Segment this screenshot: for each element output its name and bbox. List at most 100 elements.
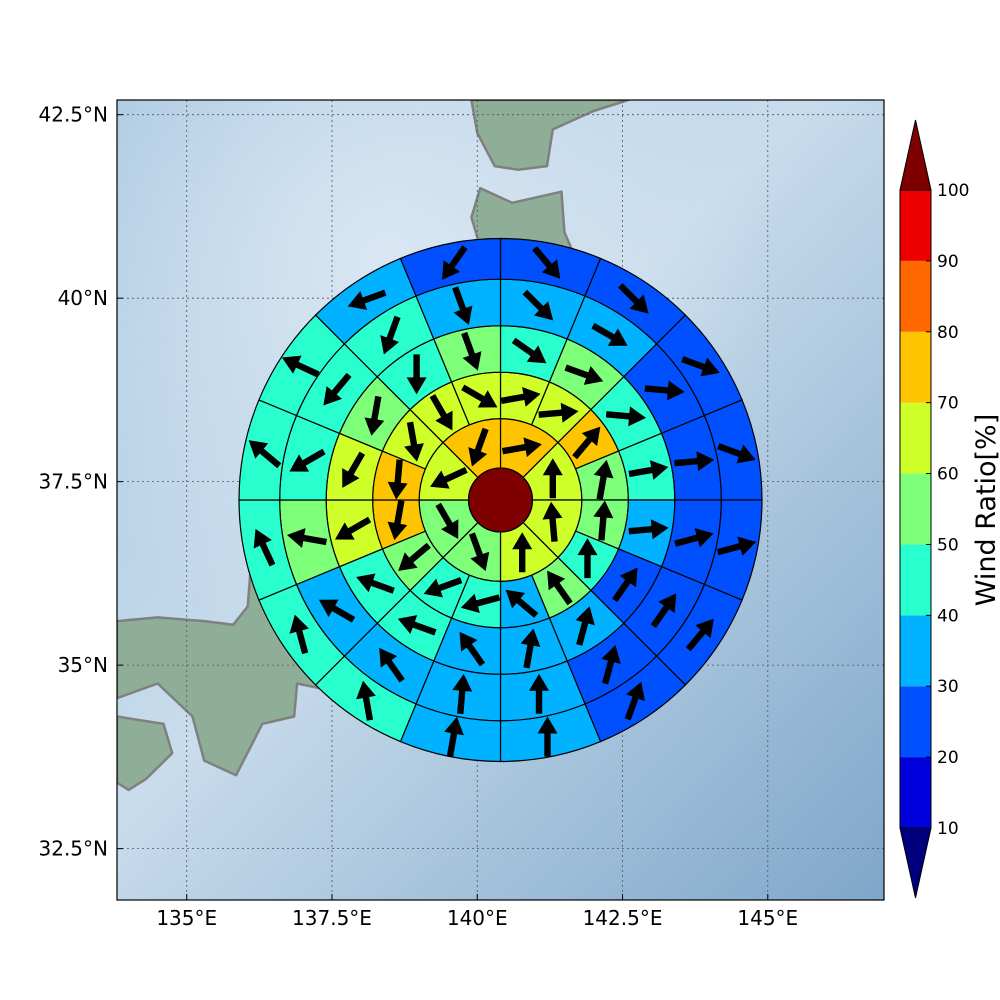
latitude-axis: 32.5°N 35°N 37.5°N 40°N 42.5°N [39, 103, 123, 861]
wind-arrow [281, 355, 320, 378]
wind-arrow [685, 618, 714, 652]
wind-arrow [468, 427, 489, 467]
wind-arrow [542, 458, 563, 499]
wind-arrow [538, 402, 579, 423]
wind-arrow [624, 681, 645, 721]
colorbar-tick-label: 50 [937, 535, 959, 555]
colorbar-tick-label: 20 [937, 748, 959, 768]
y-tick-label: 35°N [58, 653, 108, 677]
wind-arrow [532, 246, 561, 279]
wind-arrow [442, 245, 468, 280]
wind-arrow [716, 536, 757, 556]
wind-arrow [575, 606, 595, 646]
x-tick-label: 142.5°E [583, 906, 663, 930]
colorbar-segment [900, 615, 931, 687]
wind-arrow [505, 589, 539, 618]
wind-arrow [435, 502, 459, 540]
wind-arrow [397, 615, 437, 636]
y-tick-label: 40°N [58, 286, 108, 310]
y-tick-label: 37.5°N [39, 470, 109, 494]
wind-arrow [398, 542, 431, 571]
wind-arrow [452, 673, 473, 715]
map-frame [116, 99, 885, 901]
wind-arrow [460, 593, 501, 614]
wind-arrow [323, 372, 352, 406]
wind-arrow [618, 283, 649, 314]
wind-arrow [253, 528, 276, 567]
longitude-axis: 135°E 137.5°E 140°E 142.5°E 145°E [156, 894, 798, 930]
colorbar-tick-label: 100 [937, 181, 969, 201]
colorbar-segment [900, 473, 931, 545]
colorbar-segment [900, 686, 931, 758]
colorbar-max-extend [899, 119, 932, 191]
wind-arrow [501, 437, 542, 458]
wind-arrow [334, 516, 372, 540]
wind-arrow [593, 459, 614, 500]
wind-arrow [287, 528, 327, 548]
wind-arrow [681, 356, 720, 377]
wind-arrow [387, 500, 408, 541]
y-tick-label: 32.5°N [39, 837, 109, 861]
wind-arrow [248, 440, 282, 469]
colorbar-label: Wind Ratio[%] [971, 414, 1000, 606]
colorbar-min-extend [899, 827, 932, 899]
wind-arrow [289, 448, 326, 472]
y-tick-label: 42.5°N [39, 103, 109, 127]
wind-arrow [542, 501, 563, 542]
center-sector [467, 467, 534, 533]
wind-arrow [628, 519, 669, 540]
wind-arrow [591, 322, 628, 346]
wind-arrow [364, 395, 385, 436]
x-tick-label: 135°E [156, 906, 217, 930]
colorbar-segment [900, 190, 931, 261]
x-tick-label: 137.5°E [292, 906, 372, 930]
wind-arrow [522, 289, 554, 321]
wind-arrow [644, 380, 685, 401]
colorbar-tick-label: 90 [937, 252, 959, 272]
hokkaido-landmass [470, 100, 630, 171]
wind-arrow [605, 406, 647, 427]
wind-arrow [452, 286, 473, 325]
colorbar-tick-label: 70 [937, 394, 959, 414]
wind-arrow [529, 673, 549, 714]
wind-arrow [650, 593, 677, 629]
wind-arrow [461, 331, 482, 371]
wind-arrow [717, 443, 756, 464]
wind-arrow [430, 466, 468, 489]
shikoku-landmass [117, 715, 174, 792]
wind-arrow [577, 538, 598, 579]
wind-direction-arrows [248, 245, 757, 757]
wind-arrow [572, 426, 601, 460]
map-panel [117, 100, 884, 900]
wind-arrow [318, 599, 356, 623]
wind-arrow [356, 573, 395, 594]
colorbar-frame [899, 189, 932, 829]
colorbar-tick-label: 10 [937, 819, 959, 839]
colorbar-tick-label: 80 [937, 323, 959, 343]
wind-arrow [564, 364, 604, 385]
wind-arrow [674, 528, 714, 548]
wind-arrow [459, 631, 486, 667]
wind-arrow [511, 337, 547, 364]
wind-arrow [356, 680, 376, 721]
x-tick-label: 140°E [447, 906, 508, 930]
wind-arrow [289, 614, 309, 655]
colorbar-segment [900, 402, 931, 474]
colorbar: 10 20 30 40 50 60 70 80 90 100 Wind Ratio[%] [899, 119, 1000, 899]
wind-arrow [593, 500, 614, 541]
wind-arrow [612, 567, 638, 603]
wind-arrow [601, 644, 621, 685]
colorbar-segment [900, 260, 931, 332]
wind-arrow [512, 532, 533, 573]
colorbar-tick-label: 30 [937, 677, 959, 697]
x-tick-label: 145°E [737, 906, 798, 930]
wind-arrow [429, 394, 453, 431]
wind-arrow [444, 716, 464, 757]
wind-arrow [500, 387, 541, 407]
colorbar-segment [900, 757, 931, 828]
wind-arrow [347, 289, 387, 310]
wind-arrow [404, 421, 424, 462]
wind-ratio-sectors [238, 237, 763, 763]
wind-arrow [461, 384, 498, 408]
